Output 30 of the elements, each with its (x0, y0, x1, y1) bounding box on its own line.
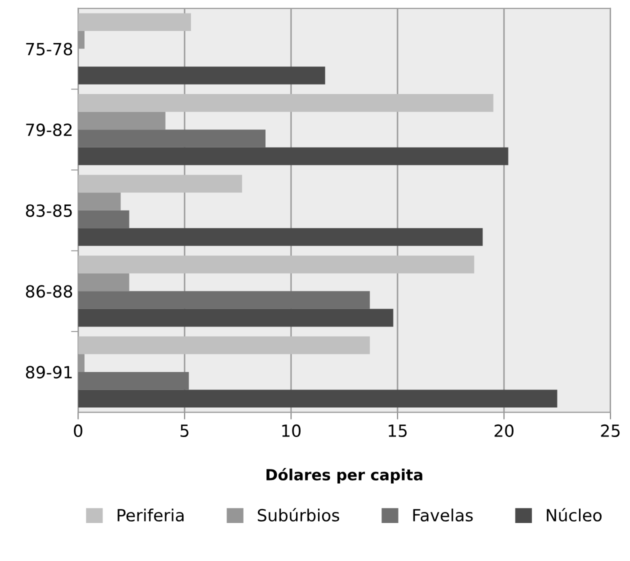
bar (78, 256, 474, 274)
bar (78, 13, 191, 32)
x-tick-label: 25 (601, 424, 620, 438)
bar (78, 372, 189, 390)
legend-label: Periferia (118, 508, 184, 522)
bar (78, 308, 394, 327)
y-tick-label: 75-78 (26, 42, 72, 56)
x-tick-label: 5 (180, 424, 188, 438)
bar (78, 147, 508, 166)
x-tick-label: 0 (74, 424, 82, 438)
bar (78, 130, 266, 148)
bar (78, 210, 130, 228)
bar (78, 66, 326, 84)
bar (78, 228, 483, 246)
legend-label: Subúrbios (258, 508, 340, 522)
legend-label: Favelas (413, 508, 473, 522)
x-axis-title: Dólares per capita (266, 468, 422, 484)
bar (78, 94, 494, 112)
y-tick-label: 79-82 (26, 124, 72, 136)
bar (78, 390, 558, 408)
x-tick-label: 20 (494, 424, 514, 438)
y-tick-label: 83-85 (26, 204, 72, 217)
y-tick-label: 86-88 (26, 285, 72, 298)
x-tick-label: 15 (388, 424, 407, 438)
bar (78, 291, 370, 309)
legend-label: Núcleo (546, 508, 602, 522)
bar (78, 174, 242, 193)
bar (78, 336, 370, 354)
y-tick-label: 89-91 (26, 366, 72, 379)
x-tick-label: 10 (282, 424, 301, 438)
